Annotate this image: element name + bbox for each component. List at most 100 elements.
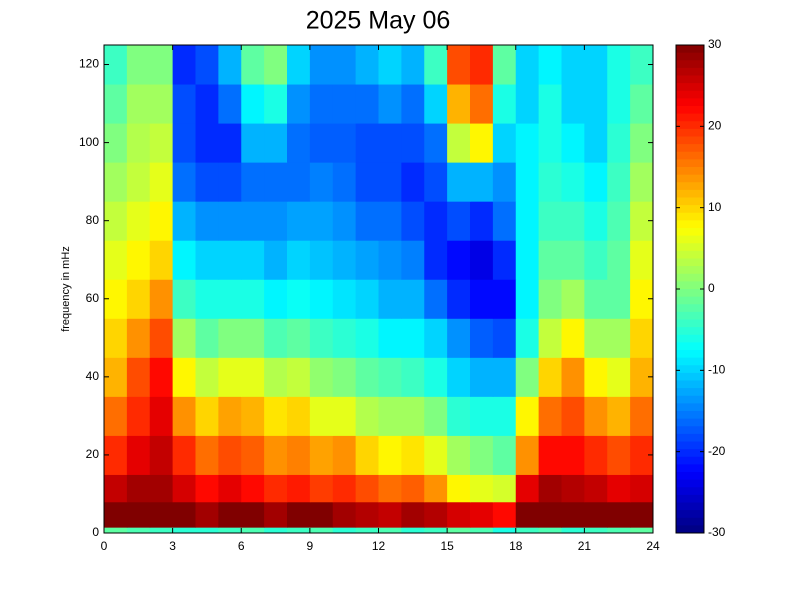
heatmap-cell (264, 162, 288, 202)
heatmap-cell (607, 357, 631, 397)
heatmap-cell (218, 474, 242, 503)
colorbar-swatch (676, 174, 704, 183)
colorbar-swatch (676, 45, 704, 54)
heatmap-cell (126, 527, 151, 534)
heatmap-cell (149, 201, 174, 241)
heatmap-cell (630, 123, 654, 163)
heatmap-cell (401, 84, 425, 124)
colorbar-swatch (676, 311, 704, 320)
heatmap-cell (492, 527, 517, 534)
heatmap-cell (264, 527, 288, 534)
heatmap-cell (287, 45, 311, 85)
heatmap-cell (241, 527, 265, 534)
heatmap-cell (424, 84, 448, 124)
heatmap-cell (492, 162, 517, 202)
heatmap-cell (607, 123, 631, 163)
colorbar-tick-label: 0 (708, 281, 715, 295)
heatmap-cell (195, 201, 219, 241)
y-axis-label: frequency in mHz (60, 246, 72, 332)
colorbar-swatch (676, 304, 704, 313)
colorbar-swatch (676, 334, 704, 343)
heatmap-cell (264, 435, 288, 475)
colorbar-swatch (676, 266, 704, 275)
heatmap-cell (447, 527, 471, 534)
heatmap-cell (355, 357, 379, 397)
heatmap-cell (104, 357, 128, 397)
heatmap-cell (538, 279, 562, 319)
heatmap-cell (470, 45, 494, 85)
heatmap-cell (378, 501, 402, 528)
heatmap-cell (470, 318, 494, 358)
heatmap-cell (607, 45, 631, 85)
heatmap-cell (447, 435, 471, 475)
colorbar-swatch (676, 98, 704, 107)
heatmap-cell (401, 162, 425, 202)
heatmap-cell (126, 396, 151, 436)
heatmap-cell (172, 501, 196, 528)
heatmap-cell (172, 84, 196, 124)
heatmap-cell (470, 527, 494, 534)
heatmap-cell (241, 396, 265, 436)
heatmap-cell (126, 123, 151, 163)
heatmap-cell (561, 45, 585, 85)
heatmap-cell (309, 84, 334, 124)
heatmap-cell (218, 123, 242, 163)
heatmap-cell (492, 84, 517, 124)
heatmap-cell (287, 357, 311, 397)
heatmap-cell (470, 201, 494, 241)
heatmap-cell (538, 162, 562, 202)
heatmap-cell (470, 123, 494, 163)
colorbar-swatch (676, 243, 704, 252)
heatmap-cell (264, 357, 288, 397)
heatmap-cell (538, 435, 562, 475)
heatmap-cell (561, 474, 585, 503)
colorbar-swatch (676, 365, 704, 374)
heatmap-cell (172, 435, 196, 475)
colorbar-swatch (676, 220, 704, 229)
heatmap-cell (355, 318, 379, 358)
heatmap-cell (492, 45, 517, 85)
heatmap-cell (264, 123, 288, 163)
heatmap-cell (149, 357, 174, 397)
heatmap-cell (607, 474, 631, 503)
heatmap-cell (241, 357, 265, 397)
heatmap-cell (218, 201, 242, 241)
heatmap-cell (241, 501, 265, 528)
heatmap-cell (447, 396, 471, 436)
heatmap-cell (492, 396, 517, 436)
heatmap-cell (515, 162, 540, 202)
heatmap-cell (538, 84, 562, 124)
heatmap-cell (447, 123, 471, 163)
heatmap-cell (104, 240, 128, 280)
heatmap-cell (332, 435, 357, 475)
heatmap-cell (401, 396, 425, 436)
colorbar-swatch (676, 517, 704, 526)
colorbar-swatch (676, 151, 704, 160)
heatmap-cell (241, 45, 265, 85)
heatmap-cell (538, 240, 562, 280)
colorbar-swatch (676, 433, 704, 442)
heatmap-cell (218, 45, 242, 85)
heatmap-cell (241, 435, 265, 475)
heatmap-cell (126, 357, 151, 397)
heatmap-cell (561, 162, 585, 202)
heatmap-cell (264, 45, 288, 85)
heatmap-cell (492, 435, 517, 475)
colorbar-swatch (676, 189, 704, 198)
heatmap-cell (332, 357, 357, 397)
heatmap-cell (584, 279, 608, 319)
heatmap-cell (172, 201, 196, 241)
heatmap-cell (607, 527, 631, 534)
heatmap-cell (378, 279, 402, 319)
heatmap-cell (195, 162, 219, 202)
heatmap-cell (195, 279, 219, 319)
heatmap-cell (126, 318, 151, 358)
heatmap-cell (492, 123, 517, 163)
heatmap-cell (218, 240, 242, 280)
x-tick-label: 12 (372, 539, 386, 553)
heatmap-cell (172, 162, 196, 202)
heatmap-cell (149, 435, 174, 475)
colorbar-swatch (676, 319, 704, 328)
heatmap-cell (195, 474, 219, 503)
heatmap-cell (515, 240, 540, 280)
